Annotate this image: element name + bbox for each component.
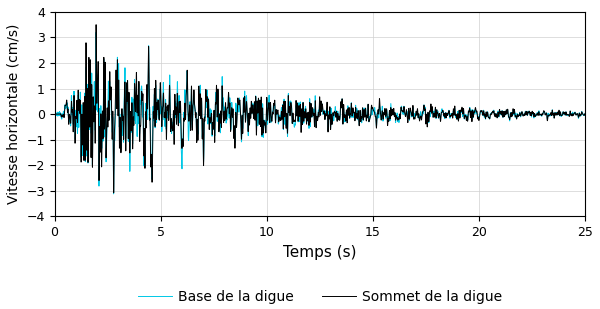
Line: Sommet de la digue: Sommet de la digue: [55, 25, 585, 193]
Sommet de la digue: [212, 97, 220, 101]
Base de la digue: [92, 31, 100, 34]
X-axis label: Temps (s): Temps (s): [283, 245, 356, 260]
Sommet de la digue: [92, 23, 100, 27]
Base de la digue: [103, 130, 110, 133]
Sommet de la digue: [110, 191, 117, 195]
Legend: Base de la digue, Sommet de la digue: Base de la digue, Sommet de la digue: [132, 285, 508, 309]
Line: Base de la digue: Base de la digue: [55, 32, 585, 194]
Sommet de la digue: [581, 112, 589, 115]
Y-axis label: Vitesse horizontale (cm/s): Vitesse horizontale (cm/s): [7, 24, 21, 204]
Sommet de la digue: [341, 116, 348, 119]
Sommet de la digue: [412, 113, 419, 116]
Base de la digue: [581, 112, 589, 116]
Base de la digue: [581, 112, 589, 116]
Sommet de la digue: [103, 121, 110, 125]
Sommet de la digue: [51, 112, 58, 116]
Base de la digue: [412, 114, 419, 117]
Sommet de la digue: [581, 112, 589, 115]
Base de la digue: [110, 192, 117, 196]
Base de la digue: [51, 112, 58, 116]
Base de la digue: [212, 95, 220, 99]
Base de la digue: [575, 113, 583, 117]
Sommet de la digue: [575, 113, 583, 117]
Base de la digue: [341, 120, 348, 123]
